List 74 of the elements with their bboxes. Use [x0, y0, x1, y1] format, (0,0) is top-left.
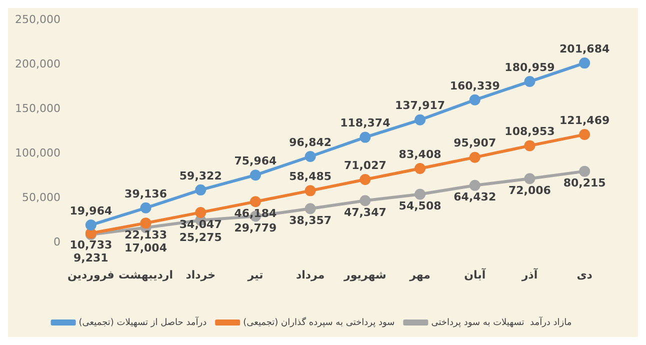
data-label: 17,004: [124, 241, 168, 254]
data-label: 58,485: [289, 170, 332, 184]
point: [195, 206, 206, 218]
point: [469, 152, 480, 163]
point: [140, 218, 152, 229]
data-label: 10,733: [70, 238, 112, 252]
data-label: 201,684: [560, 42, 610, 56]
x-tick-label: خرداد: [186, 268, 216, 282]
data-label: 47,347: [344, 206, 386, 219]
data-label: 9,231: [74, 252, 108, 265]
data-label: 83,408: [398, 148, 442, 161]
data-label: 160,339: [450, 79, 500, 92]
data-label: 59,322: [179, 169, 222, 182]
point: [524, 173, 536, 184]
point: [85, 220, 96, 231]
data-label: 22,133: [124, 228, 167, 242]
y-tick-label: 0: [53, 236, 60, 249]
data-label: 29,779: [234, 222, 277, 235]
point: [414, 162, 426, 174]
x-tick-label: آبان: [464, 267, 486, 282]
point: [140, 202, 152, 214]
point: [250, 170, 261, 181]
point: [195, 184, 206, 196]
x-tick-label: مهر: [408, 268, 430, 282]
legend-label: سود پرداختی به سپرده گذاران (تجمیعی): [243, 316, 395, 328]
data-label: 118,374: [340, 116, 391, 130]
data-label: 75,964: [234, 154, 278, 168]
data-label: 72,006: [508, 184, 552, 197]
x-tick-label: دی: [576, 268, 593, 282]
point: [469, 180, 480, 191]
legend-label: درآمد حاصل از تسهیلات (تجمیعی): [78, 316, 207, 328]
point: [360, 195, 371, 206]
x-tick-label: تیر: [246, 268, 264, 282]
x-tick-label: فروردین: [67, 268, 114, 282]
x-tick-label: اردیبهشت: [118, 268, 173, 282]
point: [524, 76, 536, 88]
y-tick-label: 100,000: [14, 146, 60, 160]
data-label: 137,917: [394, 99, 446, 112]
data-label: 54,508: [398, 200, 442, 213]
data-label: 19,964: [70, 204, 112, 218]
data-label: 39,136: [124, 187, 168, 200]
y-tick-label: 150,000: [14, 102, 60, 115]
point: [360, 132, 371, 143]
data-label: 64,432: [454, 190, 496, 204]
legend-label: مازاد درآمد تسهیلات به سود پرداختی: [431, 316, 572, 328]
y-tick-label: 200,000: [14, 57, 60, 70]
y-tick-label: 50,000: [22, 191, 60, 204]
x-tick-label: شهریور: [343, 268, 386, 282]
x-tick-label: آذر: [520, 267, 538, 282]
x-tick-label: مرداد: [296, 268, 325, 282]
point: [250, 196, 261, 208]
point: [414, 188, 426, 200]
point: [524, 140, 536, 152]
data-label: 108,953: [504, 125, 555, 138]
point: [304, 203, 316, 214]
data-label: 71,027: [344, 158, 386, 172]
data-label: 46,184: [234, 207, 278, 220]
data-label: 25,275: [179, 230, 222, 244]
y-tick-label: 250,000: [14, 12, 60, 26]
data-label: 80,215: [563, 176, 606, 190]
point: [304, 185, 316, 196]
point: [414, 114, 426, 126]
data-label: 180,959: [504, 60, 555, 74]
point: [304, 150, 316, 162]
point: [579, 58, 590, 69]
point: [579, 129, 590, 140]
data-label: 34,047: [179, 218, 222, 231]
point: [360, 174, 371, 185]
data-label: 121,469: [560, 114, 610, 127]
point: [469, 94, 480, 106]
data-label: 96,842: [289, 136, 332, 149]
data-label: 95,907: [454, 136, 496, 150]
data-label: 38,357: [289, 214, 332, 227]
point: [579, 166, 590, 177]
